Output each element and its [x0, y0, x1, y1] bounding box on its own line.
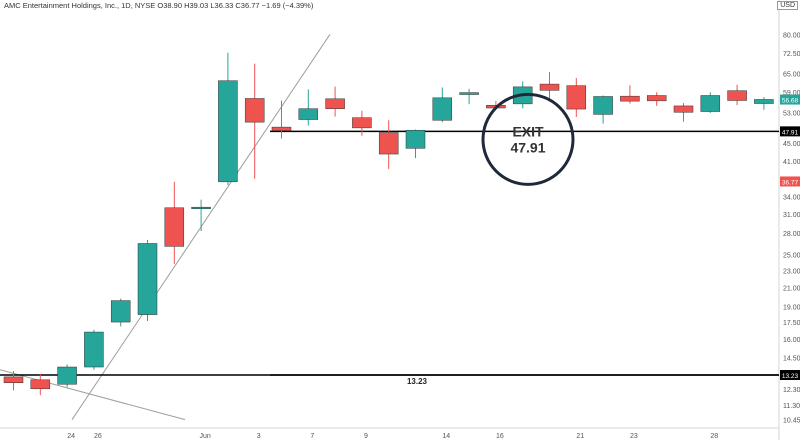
candle-body — [700, 95, 721, 112]
candle-body — [673, 105, 694, 113]
trendline-falling — [0, 369, 186, 421]
candle-body — [352, 117, 372, 129]
y-tick-label: 23.00 — [783, 268, 800, 275]
exit-price-label: 47.91 — [510, 139, 545, 155]
candle-body — [244, 98, 265, 123]
candle-body — [646, 95, 667, 102]
candle-body — [754, 99, 774, 104]
price-badge-label: 13.23 — [782, 373, 799, 380]
candle-body — [271, 126, 292, 131]
x-tick-label: 26 — [94, 433, 102, 440]
x-tick-label: 7 — [310, 433, 314, 440]
y-tick-label: 14.50 — [783, 356, 800, 363]
price-badge-label: 56.68 — [782, 98, 799, 105]
level-label: 13.23 — [407, 377, 428, 386]
x-tick-label: 3 — [257, 433, 261, 440]
y-tick-label: 21.00 — [783, 286, 800, 293]
candle-body — [459, 92, 479, 95]
y-tick-label: 41.00 — [783, 159, 800, 166]
price-badge — [780, 176, 800, 187]
candle-body — [405, 129, 426, 149]
x-tick-label: 23 — [630, 433, 638, 440]
x-tick-label: 21 — [576, 433, 584, 440]
candle-body — [164, 207, 185, 247]
candle-body — [218, 80, 238, 183]
x-tick-label: 16 — [496, 433, 504, 440]
candle-body — [593, 96, 613, 115]
candle-body — [30, 379, 51, 390]
x-tick-label: 28 — [710, 433, 718, 440]
y-tick-label: 10.45 — [783, 418, 800, 425]
price-badge — [780, 126, 800, 137]
candle-body — [84, 331, 104, 368]
y-tick-label: 11.30 — [783, 403, 800, 410]
x-tick-label: 14 — [442, 433, 450, 440]
candle-body — [3, 376, 24, 383]
exit-circle-annotation — [481, 92, 575, 186]
y-tick-label: 34.00 — [783, 194, 800, 201]
candle-body — [110, 300, 131, 323]
candle-body — [539, 83, 560, 91]
candle-body — [298, 108, 319, 120]
candle-body — [325, 98, 345, 109]
candle-body — [57, 366, 77, 385]
y-tick-label: 45.00 — [783, 141, 800, 148]
y-tick-label: 80.00 — [783, 32, 800, 39]
candle-body — [191, 206, 211, 209]
x-tick-label: 24 — [67, 433, 75, 440]
price-badge-label: 36.77 — [782, 179, 799, 186]
candle-body — [566, 85, 587, 110]
price-badge-label: 47.91 — [782, 129, 799, 136]
y-tick-label: 72.50 — [783, 51, 800, 58]
y-tick-label: 19.00 — [783, 304, 800, 311]
y-tick-label: 25.00 — [783, 253, 800, 260]
x-tick-label: 9 — [364, 433, 368, 440]
y-tick-label: 28.00 — [783, 231, 800, 238]
candle-body — [432, 97, 453, 121]
exit-label: EXIT — [512, 123, 544, 139]
y-tick-label: 17.50 — [783, 320, 800, 327]
y-tick-label: 12.30 — [783, 387, 800, 394]
x-tick-label: Jun — [199, 433, 210, 440]
candle-body — [378, 132, 399, 155]
y-tick-label: 59.00 — [783, 90, 800, 97]
candle-body — [620, 95, 640, 102]
y-tick-label: 31.00 — [783, 212, 800, 219]
price-badge — [780, 94, 800, 105]
y-tick-label: 16.00 — [783, 337, 800, 344]
symbol-header: AMC Entertainment Holdings, Inc., 1D, NY… — [4, 1, 314, 10]
candle-body — [137, 243, 158, 315]
y-tick-label: 65.00 — [783, 72, 800, 79]
price-badge — [780, 370, 800, 381]
y-tick-label: 53.00 — [783, 110, 800, 117]
currency-badge[interactable]: USD — [777, 1, 798, 10]
candle-body — [727, 90, 747, 101]
